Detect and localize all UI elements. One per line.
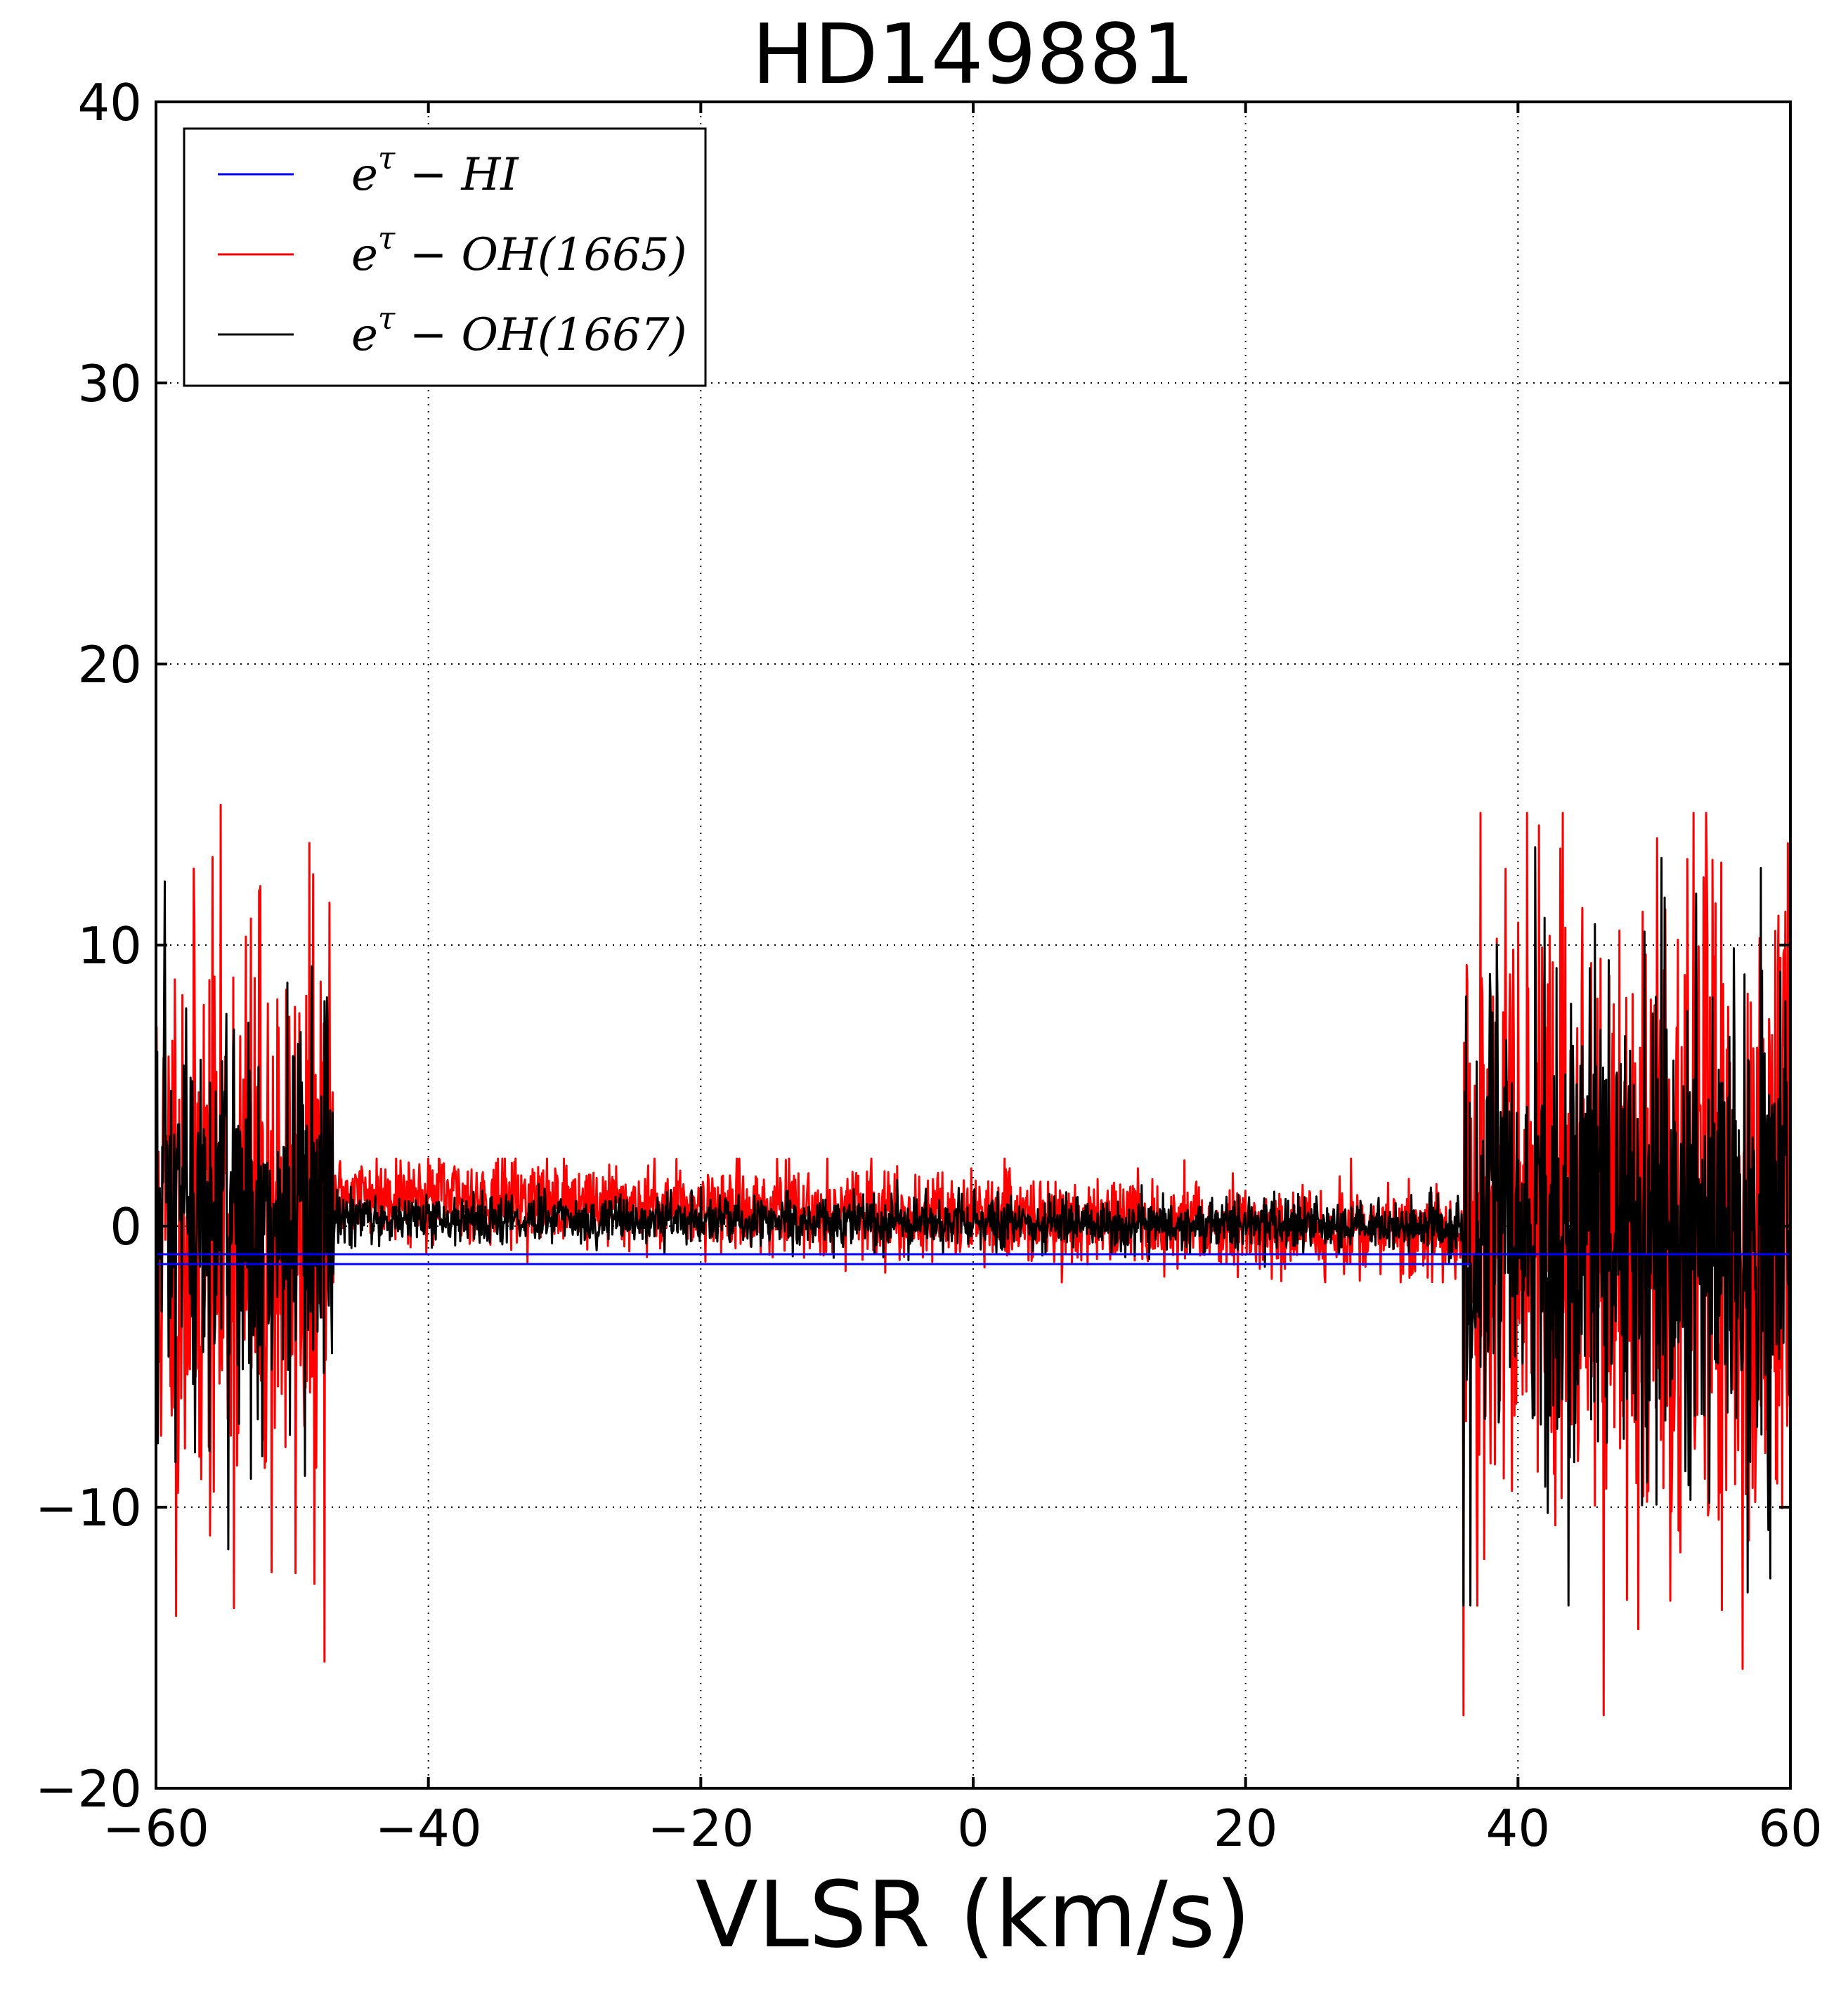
y-tick-label: 10 bbox=[77, 916, 142, 975]
legend-label: eτ − OH(1665) bbox=[351, 221, 687, 281]
legend-box bbox=[183, 127, 707, 387]
chart-title: HD149881 bbox=[752, 6, 1195, 103]
axis-ticks bbox=[155, 100, 1792, 1790]
legend: eτ − HI eτ − OH(1665) eτ − OH(1667) bbox=[183, 127, 707, 387]
x-tick-label: −60 bbox=[103, 1799, 209, 1858]
axis-tick-labels: −60 −40 −20 0 20 40 60 −20 −10 0 10 20 30 40 bbox=[35, 73, 1823, 1858]
series-oh1667-line bbox=[156, 846, 1790, 1607]
x-tick-label: −40 bbox=[375, 1799, 482, 1858]
series-layer bbox=[156, 803, 1790, 1724]
legend-label: eτ − OH(1667) bbox=[351, 301, 687, 361]
legend-label: eτ − HI bbox=[351, 141, 519, 201]
x-tick-label: 0 bbox=[957, 1799, 989, 1858]
y-tick-label: −20 bbox=[35, 1759, 142, 1818]
y-tick-label: 40 bbox=[77, 73, 142, 132]
x-axis-label: VLSR (km/s) bbox=[696, 1861, 1251, 1968]
y-tick-label: 0 bbox=[110, 1197, 142, 1256]
x-tick-label: 40 bbox=[1486, 1799, 1551, 1858]
x-tick-label: 60 bbox=[1758, 1799, 1823, 1858]
x-tick-label: −20 bbox=[647, 1799, 754, 1858]
x-tick-label: 20 bbox=[1213, 1799, 1278, 1858]
y-tick-label: 30 bbox=[77, 354, 142, 413]
y-tick-label: 20 bbox=[77, 635, 142, 694]
y-tick-label: −10 bbox=[35, 1478, 142, 1537]
